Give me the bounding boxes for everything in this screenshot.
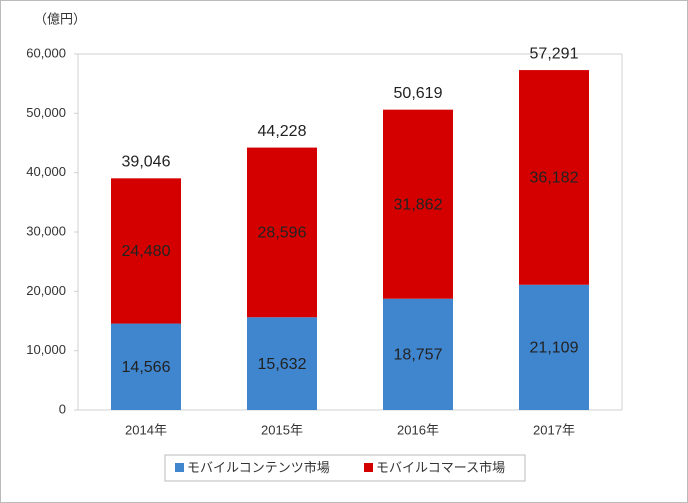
bar-segment: [519, 70, 589, 285]
data-label: 15,632: [258, 356, 307, 373]
y-tick-label: 20,000: [26, 283, 66, 298]
bar-segment: [111, 323, 181, 410]
data-label: 36,182: [530, 170, 579, 187]
x-tick-label: 2014年: [125, 422, 167, 437]
bar-segment: [111, 178, 181, 324]
total-label: 50,619: [394, 85, 443, 102]
bar-segment: [383, 109, 453, 299]
bar-segment: [383, 298, 453, 410]
data-label: 14,566: [122, 359, 171, 376]
data-label: 28,596: [258, 225, 307, 242]
data-label: 18,757: [394, 347, 443, 364]
bar-segment: [247, 317, 317, 410]
bar-segment: [247, 147, 317, 318]
total-label: 39,046: [122, 154, 171, 171]
x-tick-label: 2017年: [533, 422, 575, 437]
y-tick-label: 60,000: [26, 45, 66, 60]
x-tick-label: 2015年: [261, 422, 303, 437]
legend-swatch: [175, 463, 184, 472]
data-label: 31,862: [394, 196, 443, 213]
y-tick-label: 40,000: [26, 164, 66, 179]
y-tick-label: 50,000: [26, 105, 66, 120]
total-label: 44,228: [258, 123, 307, 140]
y-tick-label: 0: [59, 401, 66, 416]
legend-label: モバイルコマース市場: [376, 460, 505, 475]
data-label: 24,480: [122, 243, 171, 260]
x-tick-label: 2016年: [397, 422, 439, 437]
legend-swatch: [364, 463, 373, 472]
unit-label: （億円）: [34, 11, 86, 26]
y-tick-label: 10,000: [26, 342, 66, 357]
legend-box: [164, 454, 526, 482]
bar-segment: [519, 284, 589, 410]
data-label: 21,109: [530, 340, 579, 357]
total-label: 57,291: [530, 45, 579, 62]
y-tick-label: 30,000: [26, 223, 66, 238]
legend-label: モバイルコンテンツ市場: [187, 460, 330, 475]
